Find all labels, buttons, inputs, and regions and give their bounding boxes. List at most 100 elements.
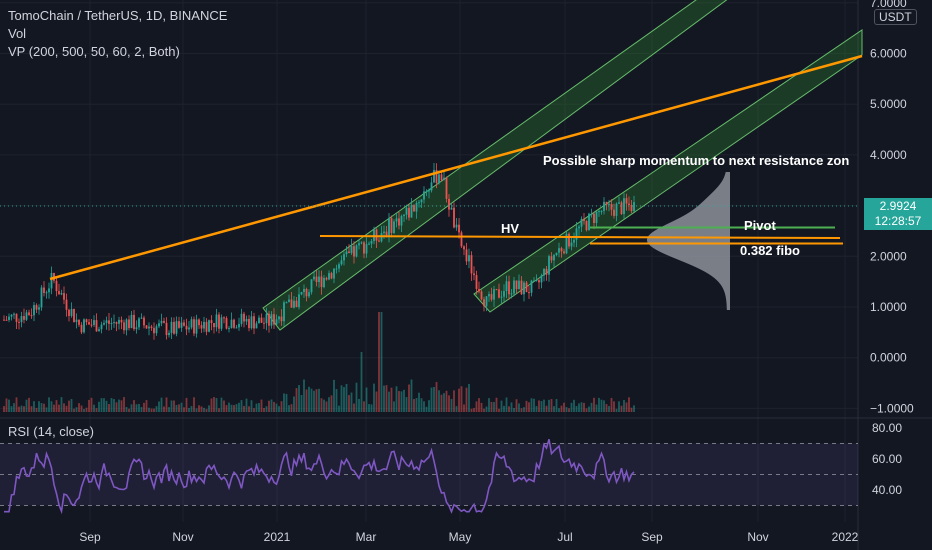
volume-bar [70, 399, 73, 412]
time-tick-label: May [449, 530, 472, 544]
pivot-label[interactable]: Pivot [744, 218, 776, 233]
volume-bar [58, 404, 60, 412]
rsi-tick-label: 80.00 [872, 421, 902, 435]
candle-body [548, 256, 550, 275]
time-tick-label: Sep [79, 530, 101, 544]
candle-body [575, 228, 578, 240]
volume-bar [108, 404, 110, 412]
candle-body [610, 204, 613, 210]
volume-bar [518, 403, 520, 412]
volume-bar [468, 383, 470, 412]
candle-body [28, 312, 30, 316]
candle-body [108, 320, 110, 324]
volume-bar [218, 408, 220, 412]
rsi-axis: 80.00 60.00 40.00 [872, 421, 902, 497]
candle-body [500, 296, 503, 298]
volume-bar [255, 403, 258, 412]
candle-body [43, 287, 45, 293]
candle-body [490, 294, 493, 300]
candle-body [73, 308, 75, 322]
volume-bar [115, 402, 118, 412]
candle-body [475, 275, 478, 289]
current-price-value: 2.9924 [879, 199, 917, 213]
candle-body [165, 322, 168, 336]
trend-drawings[interactable] [0, 54, 863, 281]
candle-body [3, 319, 5, 321]
candle-body [60, 293, 63, 295]
candle-body [78, 319, 80, 325]
time-axis[interactable]: Sep Nov 2021 Mar May Jul Sep Nov 2022 [79, 530, 858, 544]
volume-bar [395, 386, 398, 412]
volume-bar [405, 397, 408, 412]
candle-body [625, 198, 628, 204]
candle-body [185, 325, 188, 330]
candle-body [505, 281, 508, 292]
candle-body [33, 305, 35, 316]
volume-bar [415, 398, 418, 412]
volume-bar [125, 406, 128, 412]
candle-body [563, 251, 565, 254]
candle-body [113, 322, 115, 324]
volume-bar [470, 408, 473, 412]
candle-body [368, 243, 370, 245]
candle-body [313, 276, 315, 280]
currency-badge[interactable]: USDT [874, 9, 917, 25]
volume-bar [300, 394, 303, 412]
price-tick-label: −1.0000 [870, 401, 914, 415]
candle-body [543, 268, 545, 276]
rsi-legend[interactable]: RSI (14, close) [8, 424, 94, 439]
volume-bar [135, 404, 138, 412]
volume-bar [198, 405, 200, 412]
candle-body [128, 319, 130, 329]
candle-body [180, 322, 183, 328]
candle-body [375, 229, 378, 241]
hv-label[interactable]: HV [501, 221, 519, 236]
candle-body [243, 313, 245, 322]
volume-bar [428, 400, 430, 412]
candle-body [123, 322, 125, 331]
symbol-legend[interactable]: TomoChain / TetherUS, 1D, BINANCE [8, 8, 228, 23]
price-axis[interactable]: 7.00006.00005.00004.00003.00002.00001.00… [870, 0, 914, 415]
candle-body [428, 190, 430, 192]
volume-bar [515, 399, 518, 412]
candle-body [633, 202, 635, 212]
volume-bar [593, 397, 595, 412]
candle-body [195, 319, 198, 334]
volume-bar [570, 402, 573, 412]
volume-bar [20, 405, 23, 412]
volume-bar [113, 399, 115, 412]
candle-body [408, 207, 410, 218]
candle-body [570, 242, 573, 247]
volume-bar [160, 397, 163, 412]
volume-bar [578, 403, 580, 412]
candle-body [578, 226, 580, 229]
volume-bar [633, 405, 635, 412]
momentum-annotation[interactable]: Possible sharp momentum to next resistan… [543, 153, 849, 168]
volume-bar [133, 400, 135, 412]
volume-bar [478, 398, 480, 412]
volume-profile-shape [646, 172, 730, 310]
candle-body [398, 218, 400, 226]
candle-body [413, 205, 415, 212]
vol-legend[interactable]: Vol [8, 26, 27, 41]
volume-bar [158, 401, 160, 412]
volume-bar [265, 406, 268, 412]
volume-bar [143, 402, 145, 412]
price-tick-label: 6.0000 [870, 47, 907, 61]
volume-bar [210, 398, 213, 412]
volume-bar [138, 403, 140, 412]
candle-body [140, 317, 143, 319]
candle-body [388, 218, 390, 236]
candle-body [308, 292, 310, 297]
candle-body [545, 268, 548, 275]
candle-body [190, 319, 193, 328]
fibo-label[interactable]: 0.382 fibo [740, 243, 800, 258]
volume-bar [228, 402, 230, 412]
volume-bar [225, 405, 228, 412]
volume-bar [560, 405, 563, 412]
candle-body [143, 317, 145, 326]
vp-legend[interactable]: VP (200, 500, 50, 60, 2, Both) [8, 44, 180, 59]
candle-body [88, 322, 90, 325]
